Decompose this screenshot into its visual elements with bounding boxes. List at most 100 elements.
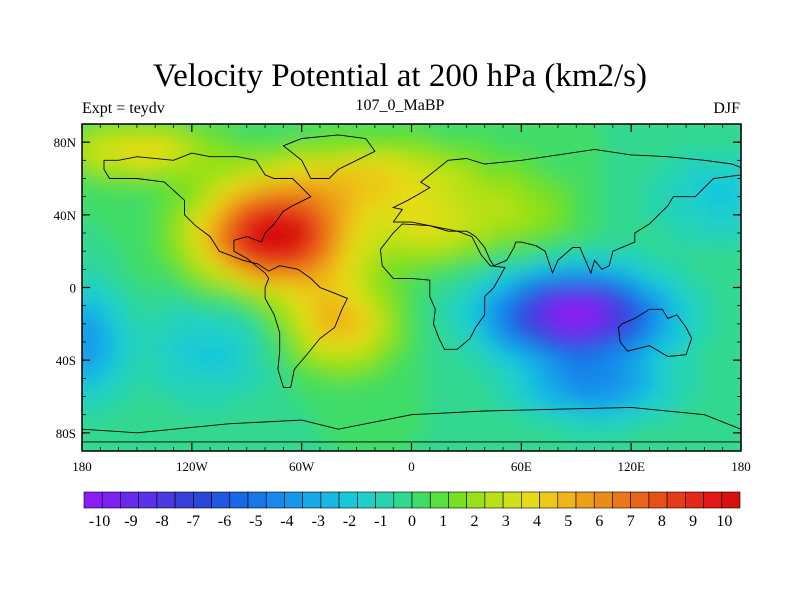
field-cell	[425, 314, 440, 330]
field-cell	[178, 423, 193, 439]
field-cell	[493, 151, 509, 166]
field-cell	[219, 314, 234, 330]
field-cell	[576, 219, 591, 234]
field-cell	[713, 342, 729, 357]
field-cell	[342, 369, 358, 384]
field-cell	[356, 396, 372, 412]
field-cell	[82, 437, 97, 451]
field-cell	[699, 124, 715, 125]
field-cell	[329, 287, 344, 303]
field-cell	[686, 355, 701, 371]
field-cell	[136, 423, 152, 439]
field-cell	[356, 192, 372, 207]
field-cell	[136, 124, 152, 125]
field-cell	[741, 301, 756, 316]
field-cell	[178, 369, 193, 384]
field-cell	[548, 328, 564, 343]
field-cell	[191, 124, 207, 139]
field-cell	[411, 314, 427, 330]
x-tick-label: 0	[408, 459, 415, 474]
field-cell	[150, 273, 166, 289]
field-cell	[480, 233, 495, 248]
field-cell	[150, 369, 166, 384]
field-cell	[658, 437, 674, 451]
field-cell	[452, 124, 468, 139]
field-cell	[178, 137, 193, 153]
x-tick-label: 60W	[289, 459, 315, 474]
field-cell	[301, 369, 317, 384]
x-tick-label: 120W	[176, 459, 209, 474]
field-cell	[439, 437, 454, 451]
field-cell	[699, 301, 715, 316]
field-cell	[315, 301, 331, 316]
field-cell	[287, 369, 303, 384]
field-cell	[384, 233, 399, 248]
field-cell	[219, 178, 234, 194]
field-cell	[562, 124, 578, 125]
field-cell	[315, 369, 331, 384]
field-cell	[274, 246, 289, 262]
field-cell	[562, 192, 578, 207]
field-cell	[535, 328, 550, 343]
field-cell	[452, 382, 468, 398]
field-cell	[287, 233, 303, 248]
field-cell	[700, 451, 715, 466]
field-cell	[590, 137, 605, 153]
field-cell	[590, 382, 605, 398]
field-cell	[493, 342, 509, 357]
field-cell	[658, 273, 674, 289]
field-cell	[658, 124, 674, 125]
field-cell	[686, 124, 701, 125]
field-cell	[452, 287, 468, 303]
field-cell	[301, 219, 317, 234]
field-cell	[521, 410, 536, 425]
field-cell	[466, 124, 482, 139]
field-cell	[123, 382, 138, 398]
field-cell	[631, 410, 646, 425]
field-cell	[686, 164, 701, 180]
field-cell	[219, 328, 234, 343]
coastline-path	[617, 308, 693, 357]
field-cell	[233, 137, 248, 153]
field-cell	[521, 423, 536, 439]
field-cell	[95, 355, 111, 371]
field-cell	[521, 342, 536, 357]
field-cell	[82, 192, 97, 207]
field-cell	[466, 124, 482, 125]
field-cell	[315, 287, 331, 303]
field-cell	[384, 369, 399, 384]
field-cell	[315, 342, 331, 357]
colorbar-swatch	[375, 491, 395, 509]
field-cell	[356, 355, 372, 371]
field-cell	[521, 233, 536, 248]
field-cell	[631, 342, 646, 357]
field-cell	[95, 124, 111, 139]
field-cell	[631, 437, 646, 451]
field-cell	[260, 342, 276, 357]
field-cell	[397, 137, 413, 153]
field-cell	[246, 328, 262, 343]
field-cell	[356, 233, 372, 248]
field-cell	[644, 314, 660, 330]
field-cell	[617, 355, 633, 371]
field-cell	[603, 164, 619, 180]
field-cell	[397, 124, 413, 125]
field-cell	[342, 151, 358, 166]
field-cell	[384, 382, 399, 398]
field-cell	[452, 205, 468, 221]
field-cell	[658, 342, 674, 357]
field-cell	[136, 369, 152, 384]
field-cell	[109, 124, 125, 125]
field-cell	[136, 164, 152, 180]
field-cell	[493, 137, 509, 153]
field-cell	[425, 451, 440, 466]
field-cell	[178, 246, 193, 262]
field-cell	[164, 410, 180, 425]
field-cell	[617, 124, 633, 125]
field-cell	[549, 451, 564, 466]
colorbar-swatch	[630, 491, 650, 509]
field-cell	[150, 260, 166, 275]
colorbar-swatch	[484, 491, 504, 509]
field-cell	[590, 437, 605, 451]
field-cell	[95, 137, 111, 153]
